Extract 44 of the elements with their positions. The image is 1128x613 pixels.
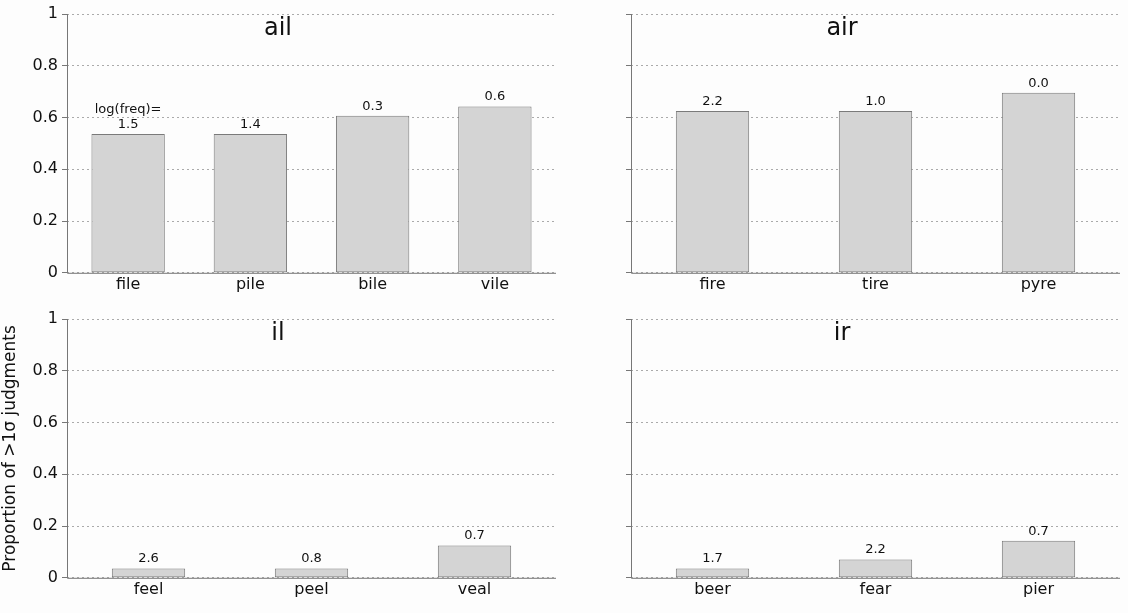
- y-tick-label: 1: [47, 3, 58, 23]
- annotation: 2.6: [138, 550, 159, 566]
- x-tick-label: feel: [133, 579, 164, 599]
- y-tick-label: 0.4: [32, 463, 58, 483]
- x-tick-label: vile: [480, 274, 509, 294]
- y-tick-label: 0.6: [32, 106, 58, 126]
- x-tick-label: tire: [862, 274, 889, 294]
- annotation: log(freq)=: [94, 100, 162, 116]
- annotation: 0.6: [484, 88, 506, 104]
- y-tick-label: 0: [47, 566, 58, 586]
- y-tick-label: 0.4: [32, 158, 58, 178]
- x-tick-label: pyre: [1020, 274, 1057, 294]
- y-tick-label: 0.2: [32, 515, 58, 535]
- chart-title: ail: [263, 12, 293, 41]
- annotation: 0.8: [301, 550, 322, 566]
- chart-title: air: [826, 12, 858, 41]
- y-tick-label: 0.8: [32, 359, 58, 379]
- y-tick-label: 1: [47, 308, 58, 328]
- chart-title: ir: [833, 317, 851, 346]
- annotation: 0.0: [1028, 74, 1049, 90]
- x-tick-label: file: [115, 274, 141, 294]
- x-tick-label: pile: [235, 274, 265, 294]
- x-tick-label: fire: [699, 274, 726, 294]
- annotation: 0.3: [362, 97, 383, 113]
- annotation: 2.2: [865, 541, 886, 557]
- annotation: 1.7: [702, 550, 723, 566]
- x-tick-label: beer: [694, 579, 732, 599]
- annotation: 2.2: [702, 92, 723, 108]
- annotation: 1.5: [117, 115, 139, 131]
- y-tick-label: 0.8: [32, 54, 58, 74]
- annotation: 1.4: [240, 115, 261, 131]
- annotation: 1.0: [865, 92, 886, 108]
- x-tick-label: peel: [294, 579, 329, 599]
- annotation: 0.7: [464, 527, 485, 543]
- y-axis-title: Proportion of >1σ judgments: [0, 324, 19, 572]
- x-tick-label: pier: [1022, 579, 1055, 599]
- x-tick-label: bile: [358, 274, 388, 294]
- x-tick-label: fear: [859, 579, 892, 599]
- annotation: 0.7: [1028, 522, 1049, 538]
- y-tick-label: 0.6: [32, 411, 58, 431]
- y-tick-label: 0: [47, 261, 58, 281]
- chart-title: il: [271, 317, 285, 346]
- y-tick-label: 0.2: [32, 210, 58, 230]
- x-tick-label: veal: [457, 579, 492, 599]
